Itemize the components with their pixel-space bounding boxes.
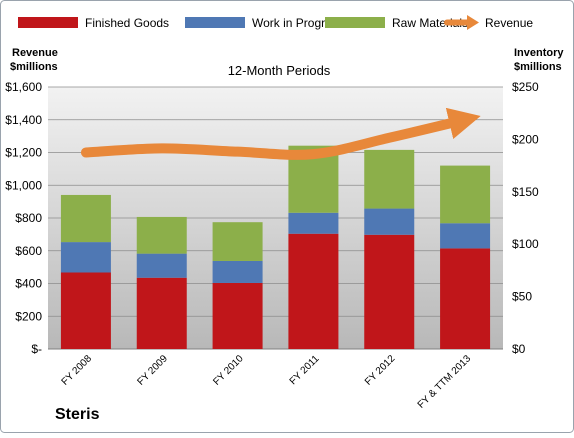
bar-work-in-progress xyxy=(136,253,187,278)
legend-arrow xyxy=(467,15,479,30)
left-tick-label: $1,000 xyxy=(5,178,42,192)
legend-label: Work in Progress xyxy=(252,16,344,30)
legend-swatch xyxy=(18,17,78,28)
bar-work-in-progress xyxy=(288,212,339,234)
left-tick-label: $400 xyxy=(15,277,42,291)
bars xyxy=(60,145,491,349)
right-tick-label: $50 xyxy=(512,290,532,304)
revenue-line xyxy=(80,107,481,160)
right-axis-title-line1: Inventory xyxy=(514,47,564,59)
legend-label: Revenue xyxy=(485,16,533,30)
left-axis-title-line2: $millions xyxy=(10,61,58,73)
bar-finished-goods xyxy=(136,277,187,349)
right-tick-label: $250 xyxy=(512,80,539,94)
revenue-line-group xyxy=(80,107,481,160)
right-axis: $0 $50 $100 $150 $200 $250 xyxy=(512,80,539,356)
left-tick-label: $1,600 xyxy=(5,80,42,94)
bar-raw-materials xyxy=(440,165,491,224)
legend-swatch xyxy=(325,17,385,28)
bar-raw-materials xyxy=(136,216,187,254)
left-tick-label: $1,200 xyxy=(5,146,42,160)
left-tick-label: $- xyxy=(31,342,42,356)
bar-raw-materials xyxy=(60,194,111,243)
right-tick-label: $150 xyxy=(512,185,539,199)
left-tick-label: $600 xyxy=(15,244,42,258)
chart-title: 12-Month Periods xyxy=(228,63,331,78)
bar-finished-goods xyxy=(440,248,491,349)
company-label: Steris xyxy=(55,406,100,423)
bar-raw-materials xyxy=(364,149,415,209)
left-tick-label: $1,400 xyxy=(5,113,42,127)
right-tick-label: $100 xyxy=(512,237,539,251)
left-tick-label: $800 xyxy=(15,211,42,225)
legend-swatch xyxy=(185,17,245,28)
bar-finished-goods xyxy=(364,234,415,349)
bar-work-in-progress xyxy=(440,223,491,249)
bar-finished-goods xyxy=(212,282,263,349)
left-axis: $- $200 $400 $600 $800 $1,000 $1,200 $1,400 $1,6… xyxy=(5,80,42,356)
bar-raw-materials xyxy=(212,222,263,261)
bar-finished-goods xyxy=(60,272,111,349)
right-axis-title-line2: $millions xyxy=(514,61,562,73)
bar-work-in-progress xyxy=(364,208,415,235)
bar-work-in-progress xyxy=(60,242,111,273)
bar-work-in-progress xyxy=(212,260,263,283)
bar-finished-goods xyxy=(288,233,339,349)
legend: Finished Goods Work in Progress Raw Materi… xyxy=(18,15,533,30)
left-tick-label: $200 xyxy=(15,309,42,323)
left-axis-title-line1: Revenue xyxy=(12,47,58,59)
legend-label: Finished Goods xyxy=(85,16,169,30)
right-tick-label: $200 xyxy=(512,132,539,146)
right-tick-label: $0 xyxy=(512,342,526,356)
